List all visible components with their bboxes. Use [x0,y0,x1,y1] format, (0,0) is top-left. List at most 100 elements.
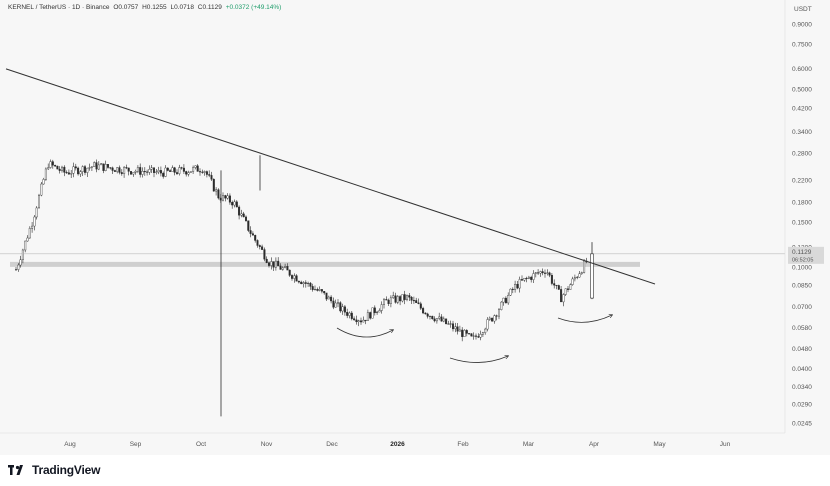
candle-body [419,303,422,309]
candle-body [61,166,64,171]
trendline[interactable] [5,68,656,285]
candle-body [134,171,137,173]
candle-body [493,315,496,322]
candle-body [118,167,121,173]
candle-body [178,167,181,174]
price-tick-label: 0.2200 [792,177,812,184]
candle-body [327,296,330,300]
candle-body [51,161,54,166]
candle-body [261,246,264,250]
candle-body [348,312,351,316]
candle-body [157,170,160,173]
candle-body [281,267,284,270]
candle-body [173,167,176,173]
candle-body [362,319,365,323]
candle-body [100,163,103,166]
candle-body [380,304,383,311]
tradingview-branding[interactable]: TradingView [8,462,100,478]
last-price-label: 0.1129 06:52:05 [788,246,824,264]
candle-body [19,259,22,266]
price-tick-label: 0.1500 [792,220,812,227]
candle-body [514,283,517,290]
price-tick-label: 0.6000 [792,66,812,73]
candle-body [263,249,266,260]
candle-body [244,216,247,221]
candle-body [532,273,535,280]
candle-body [221,195,224,201]
price-chart[interactable]: USDT 0.9000 0.7500 0.6000 0.5000 0.4200 0.340… [0,0,830,455]
candle-body [258,245,261,247]
candle-body [569,284,572,290]
candle-body [148,169,151,173]
candle-body [192,167,195,172]
candle-body [481,332,484,335]
candle-body [231,202,234,206]
candle-body [70,173,73,175]
chart-area[interactable] [0,0,830,455]
candle-body [544,272,547,274]
price-axis[interactable]: 0.9000 0.7500 0.6000 0.5000 0.4200 0.3400 0.28… [792,21,812,427]
candle-body [97,164,100,170]
candle-body [81,166,84,172]
candle-body [373,307,376,314]
candle-body [458,329,461,332]
candle-body [442,318,445,322]
candle-body [235,201,238,208]
candle-body [42,179,45,185]
candle-body [35,207,38,218]
candle-body [488,317,491,320]
candle-body [555,284,558,286]
candle-body [491,317,494,322]
price-tick-label: 0.1000 [792,265,812,272]
candle-body [104,164,107,171]
candle-body [120,172,123,174]
candle-body [155,171,158,173]
candle-body [330,296,333,302]
candle-body [364,319,367,321]
candle-body [318,289,321,291]
candle-body [539,271,542,274]
candle-body [560,289,563,303]
candle-body [166,167,169,171]
candle-body [387,299,390,304]
candle-body [504,297,507,304]
time-tick-label: Oct [196,441,206,448]
candle-body [371,307,374,319]
candle-body [297,280,300,283]
candle-body [238,206,241,216]
low-value: L0.0718 [170,4,194,11]
candle-body [21,249,24,260]
candle-body [79,171,82,175]
candle-body [249,230,252,234]
candle-body [475,335,478,337]
curve-arrow-feb [449,356,508,363]
candle-body [277,260,280,267]
price-tick-label: 0.0290 [792,402,812,409]
candle-body [265,258,268,263]
candle-body [102,163,105,171]
candle-body [72,166,75,174]
candle-body [196,165,199,172]
price-tick-label: 0.9000 [792,21,812,28]
candle-body [146,171,149,173]
time-tick-label: 2026 [390,441,405,448]
candle-body [58,168,61,171]
candle-body [116,167,119,172]
candle-body [573,277,576,280]
candle-body [93,162,96,168]
candle-body [189,171,192,173]
candle-body [175,172,178,174]
candle-body [527,276,530,279]
candle-body [111,167,114,171]
candle-body [484,328,487,333]
candle-body [470,333,473,337]
candle-body [67,172,70,175]
candle-body [339,302,342,312]
candle-body [518,279,521,289]
candle-body [38,194,41,209]
candle-body [325,292,328,300]
time-axis[interactable]: Aug Sep Oct Nov Dec 2026 Feb Mar Apr May Jun [64,441,730,448]
price-tick-label: 0.7500 [792,41,812,48]
candle-body [242,213,245,218]
candle-body [291,275,294,279]
